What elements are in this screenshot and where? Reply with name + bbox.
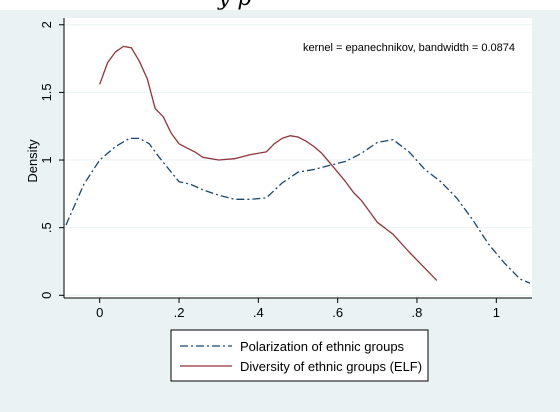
y-tick-label: 1.5 xyxy=(39,83,54,101)
series-line xyxy=(99,45,438,281)
data-point xyxy=(158,156,160,158)
data-point xyxy=(329,162,331,164)
x-tick-label: .4 xyxy=(253,305,264,320)
data-point xyxy=(128,137,130,139)
legend: Polarization of ethnic groups Diversity … xyxy=(170,329,429,382)
data-point xyxy=(233,198,235,200)
data-point xyxy=(249,198,251,200)
data-point xyxy=(265,151,267,153)
y-axis-title: Density xyxy=(25,139,40,183)
data-point xyxy=(305,140,307,142)
cropped-header-text: y p xyxy=(218,0,252,10)
data-point xyxy=(289,135,291,137)
data-point xyxy=(194,151,196,153)
cropped-header-fragment: y p xyxy=(0,0,560,10)
x-tick-label: .8 xyxy=(412,305,423,320)
data-point xyxy=(376,221,378,223)
x-tick-label: .6 xyxy=(332,305,343,320)
data-point xyxy=(313,145,315,147)
data-point xyxy=(321,152,323,154)
data-point xyxy=(392,233,394,235)
y-tick-label: 1 xyxy=(39,156,54,163)
data-point xyxy=(138,137,140,139)
x-tick-label: .2 xyxy=(174,305,185,320)
data-point xyxy=(202,156,204,158)
data-point xyxy=(344,181,346,183)
data-point xyxy=(440,181,442,183)
data-point xyxy=(162,116,164,118)
data-point xyxy=(233,158,235,160)
data-point xyxy=(360,199,362,201)
data-point xyxy=(376,141,378,143)
data-point xyxy=(114,145,116,147)
data-point xyxy=(455,197,457,199)
series-0 xyxy=(65,137,531,284)
data-point xyxy=(130,47,132,49)
data-point xyxy=(186,147,188,149)
plot-area xyxy=(64,18,532,298)
data-point xyxy=(337,171,339,173)
data-point xyxy=(424,267,426,269)
y-ticks: 0 .5 1 1.5 2 xyxy=(39,21,64,299)
data-point xyxy=(65,224,67,226)
series-1 xyxy=(99,45,438,281)
data-point xyxy=(154,107,156,109)
data-point xyxy=(170,132,172,134)
data-point xyxy=(297,171,299,173)
data-point xyxy=(190,183,192,185)
data-point xyxy=(281,182,283,184)
y-tick-label: 2 xyxy=(39,21,54,28)
data-point xyxy=(368,210,370,212)
data-point xyxy=(408,251,410,253)
data-point xyxy=(178,181,180,183)
series-layer xyxy=(65,45,531,284)
data-point xyxy=(99,83,101,85)
data-point xyxy=(392,139,394,141)
data-point xyxy=(138,60,140,62)
data-point xyxy=(281,137,283,139)
data-point xyxy=(122,45,124,47)
data-point xyxy=(436,279,438,281)
x-tick-label: 0 xyxy=(96,305,103,320)
data-point xyxy=(106,61,108,63)
data-point xyxy=(408,151,410,153)
data-point xyxy=(265,197,267,199)
y-tick-label: .5 xyxy=(39,222,54,233)
data-point xyxy=(487,243,489,245)
data-point xyxy=(146,78,148,80)
data-point xyxy=(168,168,170,170)
data-point xyxy=(218,159,220,161)
legend-box xyxy=(170,329,429,382)
data-point xyxy=(114,51,116,53)
data-point xyxy=(424,168,426,170)
y-tick-label: 0 xyxy=(39,292,54,299)
grid-lines xyxy=(64,24,532,296)
x-ticks: 0 .2 .4 .6 .8 1 xyxy=(96,298,500,320)
data-point xyxy=(297,136,299,138)
legend-label-polarization: Polarization of ethnic groups xyxy=(240,339,405,354)
data-point xyxy=(344,160,346,162)
legend-label-elf: Diversity of ethnic groups (ELF) xyxy=(240,359,422,374)
data-point xyxy=(148,143,150,145)
data-point xyxy=(218,194,220,196)
kernel-note: kernel = epanechnikov, bandwidth = 0.087… xyxy=(303,42,515,54)
data-point xyxy=(273,143,275,145)
data-point xyxy=(249,153,251,155)
data-point xyxy=(178,143,180,145)
x-tick-label: 1 xyxy=(493,305,500,320)
data-point xyxy=(83,183,85,185)
data-point xyxy=(202,189,204,191)
data-point xyxy=(360,152,362,154)
data-point xyxy=(503,262,505,264)
data-point xyxy=(471,218,473,220)
data-point xyxy=(529,282,531,284)
data-point xyxy=(519,278,521,280)
series-line xyxy=(65,137,531,284)
data-point xyxy=(313,168,315,170)
data-point xyxy=(99,159,101,161)
data-point xyxy=(352,191,354,193)
